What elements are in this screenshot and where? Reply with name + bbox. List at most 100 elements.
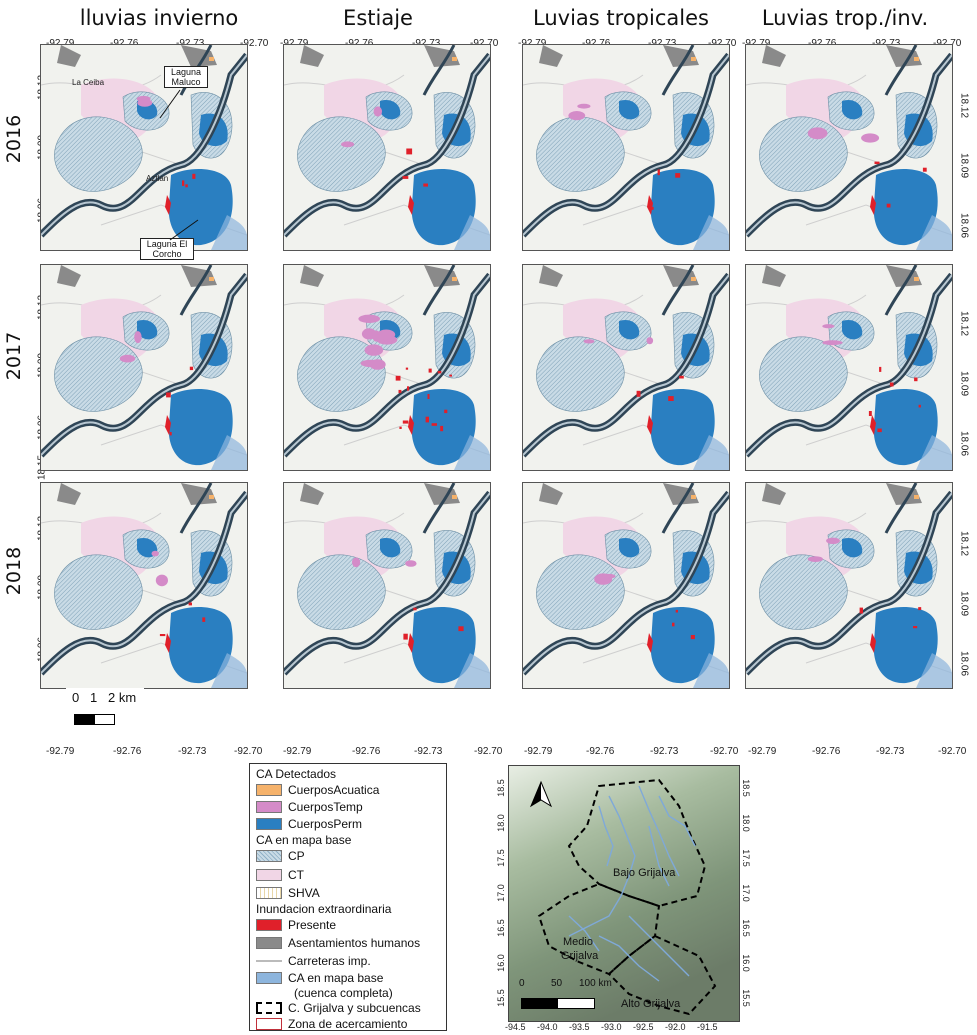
map-panel	[40, 44, 248, 251]
acuatica-patch	[452, 277, 457, 281]
inset-scale-tick-1: 50	[551, 978, 563, 989]
legend-heading-detectados: CA Detectados	[256, 767, 337, 781]
legend-swatch-cuerpos-acuatica	[256, 784, 282, 796]
temp-water-patch	[358, 314, 380, 323]
column-title-luvias-tropicales: Luvias tropicales	[533, 6, 709, 30]
flood-spot	[918, 404, 921, 408]
inset-lat-tick: 16.0	[741, 954, 751, 972]
lon-tick: -92.79	[46, 38, 74, 49]
legend: CA Detectados CuerposAcuatica CuerposTem…	[249, 763, 447, 1031]
temp-water-patch	[119, 354, 136, 363]
inset-lat-tick: 16.5	[741, 919, 751, 937]
flood-spot	[458, 626, 464, 632]
lon-tick: -92.70	[474, 746, 503, 757]
legend-label: Carreteras imp.	[288, 954, 371, 968]
lat-tick: 18.12	[958, 530, 970, 557]
flood-spot	[425, 416, 429, 423]
lon-tick: -92.70	[470, 38, 498, 49]
temp-water-patch	[826, 537, 840, 544]
lon-tick: -92.73	[650, 746, 679, 757]
temp-water-patch	[822, 324, 835, 329]
flood-spot	[395, 375, 401, 381]
lon-tick: -92.76	[113, 746, 142, 757]
map-panel	[522, 44, 730, 251]
scale-bar: 0 1 2 km	[66, 688, 144, 740]
legend-swatch-grijalva	[256, 1002, 282, 1014]
legend-swatch-ca-cuenca	[256, 972, 282, 984]
legend-label: Zona de acercamiento	[288, 1017, 408, 1031]
legend-swatch-cuerpos-temp	[256, 801, 282, 813]
flood-spot	[449, 374, 452, 377]
lon-tick: -92.79	[748, 746, 777, 757]
legend-label: CP	[288, 849, 305, 863]
flood-spot	[868, 411, 872, 416]
inset-lat-tick: 18.5	[741, 779, 751, 797]
temp-water-patch	[577, 103, 591, 109]
flood-spot	[444, 409, 448, 414]
row-label-2017: 2017	[3, 331, 25, 381]
lon-tick: -92.70	[240, 38, 269, 49]
inset-lon-tick: -92.5	[633, 1022, 654, 1032]
legend-label: CuerposAcuatica	[288, 783, 380, 797]
inset-lat-tick: 17.0	[741, 884, 751, 902]
legend-label: CuerposPerm	[288, 817, 363, 831]
flood-spot	[886, 203, 891, 208]
flood-spot	[675, 173, 681, 178]
map-panel	[40, 482, 248, 689]
inset-lon-tick: -94.5	[505, 1022, 526, 1032]
column-title-luvias-trop-inv: Luvias trop./inv.	[761, 6, 929, 30]
temp-water-patch	[377, 329, 396, 340]
inset-scale-white	[557, 998, 595, 1009]
legend-label: Asentamientos humanos	[288, 936, 421, 950]
map-panel	[745, 44, 953, 251]
legend-heading-inundacion: Inundacion extraordinaria	[256, 902, 392, 916]
map-panel	[283, 44, 491, 251]
inset-label-bajo-grijalva: Bajo Grijalva	[613, 867, 676, 879]
lon-tick: -92.70	[708, 38, 736, 49]
flood-spot	[690, 635, 695, 640]
flood-spot	[437, 371, 442, 374]
legend-swatch-asentamientos	[256, 937, 282, 949]
lon-tick: -92.76	[345, 38, 373, 49]
inset-rivers	[568, 785, 696, 982]
flood-spot	[636, 390, 641, 397]
column-title-lluvias-invierno: lluvias invierno	[79, 6, 239, 30]
inset-lat-tick: 17.5	[496, 849, 506, 867]
map-panel	[745, 482, 953, 689]
lon-tick: -92.79	[46, 746, 75, 757]
flood-spot	[440, 425, 444, 432]
acuatica-patch	[691, 277, 696, 281]
lon-tick: -92.79	[280, 38, 308, 49]
flood-spot	[431, 423, 437, 426]
lon-tick: -92.73	[414, 746, 443, 757]
temp-water-patch	[341, 141, 355, 148]
inset-label-medio-2: Grijalva	[561, 950, 599, 962]
temp-water-patch	[364, 344, 384, 356]
legend-swatch-zona	[256, 1018, 282, 1030]
inset-lon-tick: -93.5	[569, 1022, 590, 1032]
flood-spot	[407, 386, 410, 391]
temp-water-patch	[369, 359, 386, 370]
flood-spot	[159, 634, 166, 637]
lon-tick: -92.73	[872, 38, 900, 49]
flood-spot	[922, 167, 927, 172]
inset-overview-map: Bajo Grijalva Medio Grijalva Alto Grijal…	[508, 765, 740, 1022]
flood-spot	[403, 633, 408, 640]
inset-lat-tick: 18.0	[741, 814, 751, 832]
scale-tick-0: 0	[72, 690, 80, 705]
flood-spot	[913, 626, 918, 629]
inset-lat-tick: 16.5	[496, 919, 506, 937]
legend-label: CuerposTemp	[288, 800, 363, 814]
acuatica-patch	[209, 57, 214, 61]
temp-water-patch	[155, 574, 168, 587]
basin-outline-medio	[537, 882, 661, 976]
lon-tick: -92.76	[352, 746, 381, 757]
flood-spot	[675, 609, 678, 613]
flood-spot	[679, 375, 684, 379]
legend-label: SHVA	[288, 886, 320, 900]
flood-spot	[877, 428, 882, 433]
flood-spot	[879, 366, 882, 372]
legend-label: Presente	[288, 918, 337, 932]
legend-swatch-cp	[256, 850, 282, 862]
place-label-aztlan: Aztlan	[146, 174, 169, 183]
